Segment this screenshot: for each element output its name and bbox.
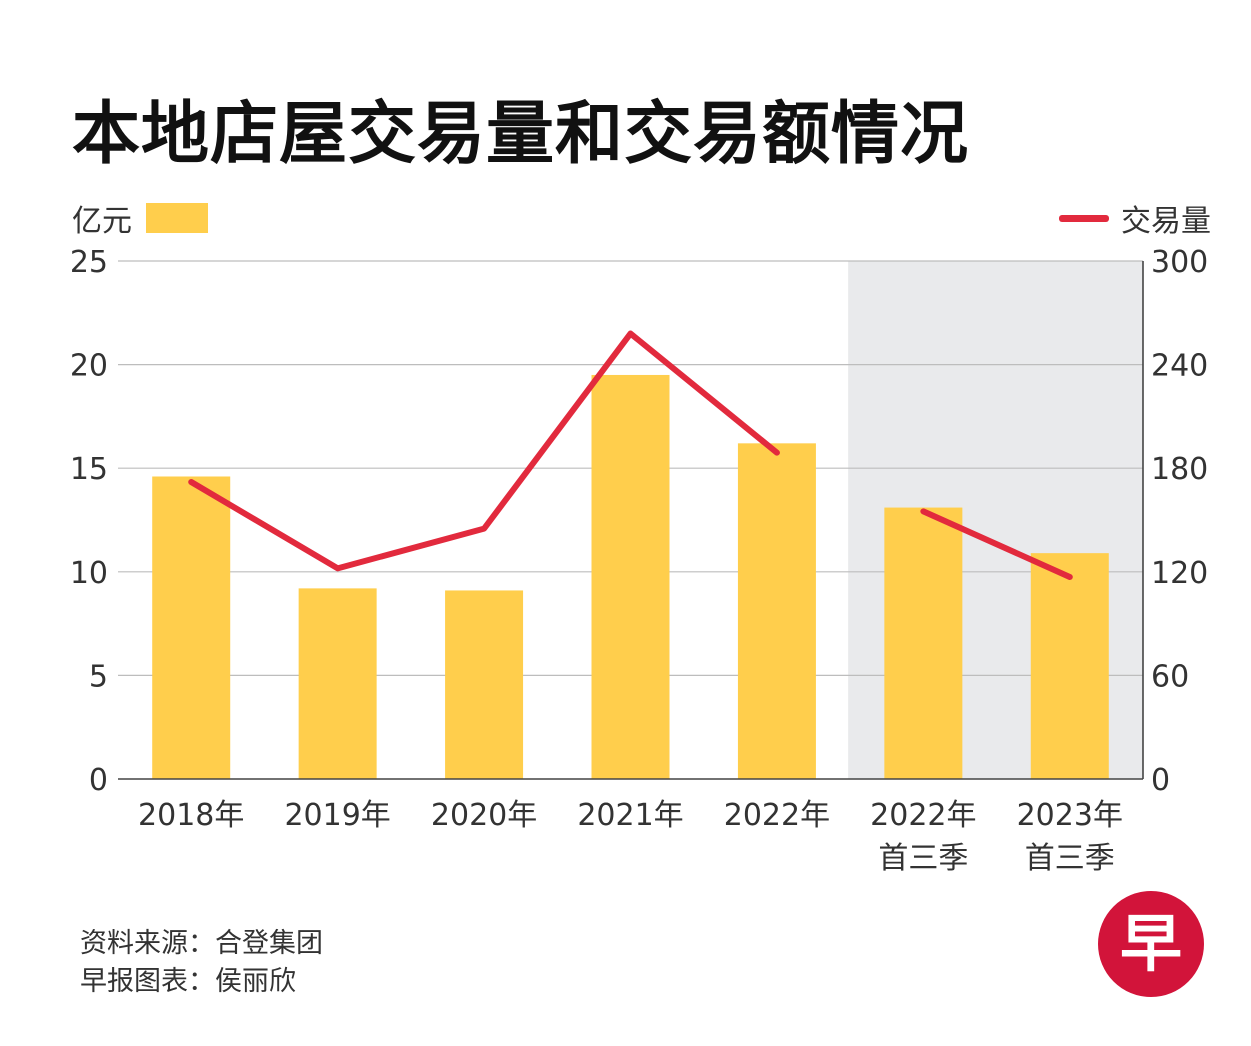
right-tick-label: 300 [1151, 245, 1208, 280]
right-tick-label: 0 [1151, 763, 1170, 798]
legend-right: 交易量 [1059, 196, 1211, 240]
left-tick-label: 15 [70, 452, 108, 487]
right-tick-label: 180 [1151, 452, 1208, 487]
bar [884, 507, 963, 779]
right-tick-label: 120 [1151, 556, 1208, 591]
line-legend-swatch [1059, 214, 1109, 222]
category-label: 2018年 [138, 798, 244, 833]
line-series-annual [188, 330, 780, 572]
bar-legend-swatch [146, 203, 208, 233]
left-axis-unit: 亿元 [72, 204, 132, 239]
category-label: 2022年 [724, 798, 830, 833]
line-legend-label: 交易量 [1121, 204, 1211, 239]
category-label: 首三季 [878, 841, 968, 876]
left-tick-label: 25 [70, 245, 108, 280]
category-label: 2020年 [431, 798, 537, 833]
bar [737, 443, 816, 779]
category-label: 2021年 [577, 798, 683, 833]
bar [152, 476, 231, 779]
logo-mark: 早 [1120, 907, 1182, 980]
zaobao-logo: 早 [1098, 891, 1204, 997]
bar [1030, 553, 1109, 779]
right-tick-label: 240 [1151, 349, 1208, 384]
legend-left: 亿元 [72, 196, 208, 240]
logo-char: 早 [1120, 907, 1182, 980]
left-tick-label: 5 [89, 659, 108, 694]
bar [298, 588, 377, 779]
category-label: 2019年 [284, 798, 390, 833]
chart-title: 本地店屋交易量和交易额情况 [72, 95, 970, 174]
credit-note: 早报图表：侯丽欣 [80, 966, 296, 997]
source-note: 资料来源：合登集团 [80, 928, 323, 959]
bar [591, 374, 670, 779]
bar [445, 590, 524, 779]
left-tick-label: 0 [89, 763, 108, 798]
category-label: 首三季 [1025, 841, 1115, 876]
left-tick-label: 20 [70, 349, 108, 384]
category-label: 2023年 [1017, 798, 1123, 833]
right-tick-label: 60 [1151, 659, 1189, 694]
left-tick-label: 10 [70, 556, 108, 591]
category-label: 2022年 [870, 798, 976, 833]
line-series-ytd [920, 508, 1073, 580]
footer: 资料来源：合登集团 早报图表：侯丽欣 [80, 925, 323, 1001]
